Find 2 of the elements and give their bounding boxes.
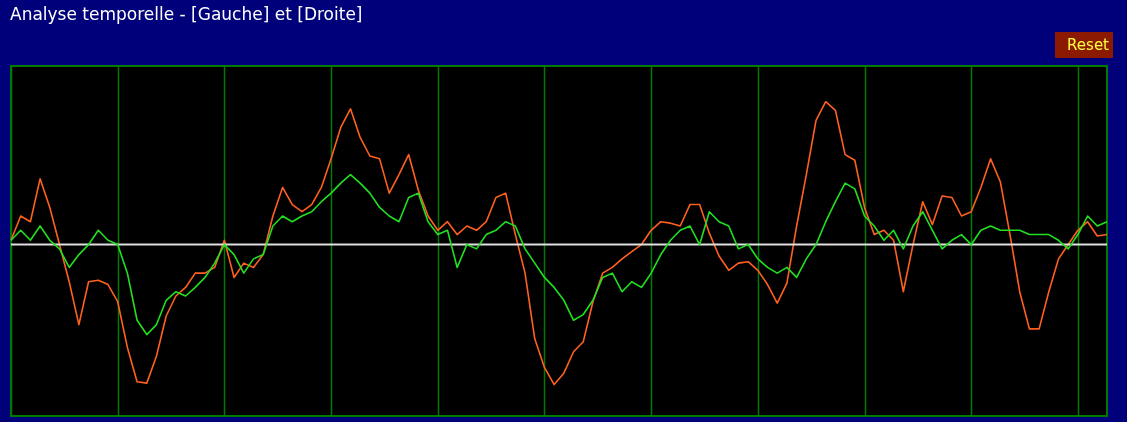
chart-title: Analyse temporelle - [Gauche] et [Droite] [10,4,363,24]
text: Reset [1067,36,1110,54]
